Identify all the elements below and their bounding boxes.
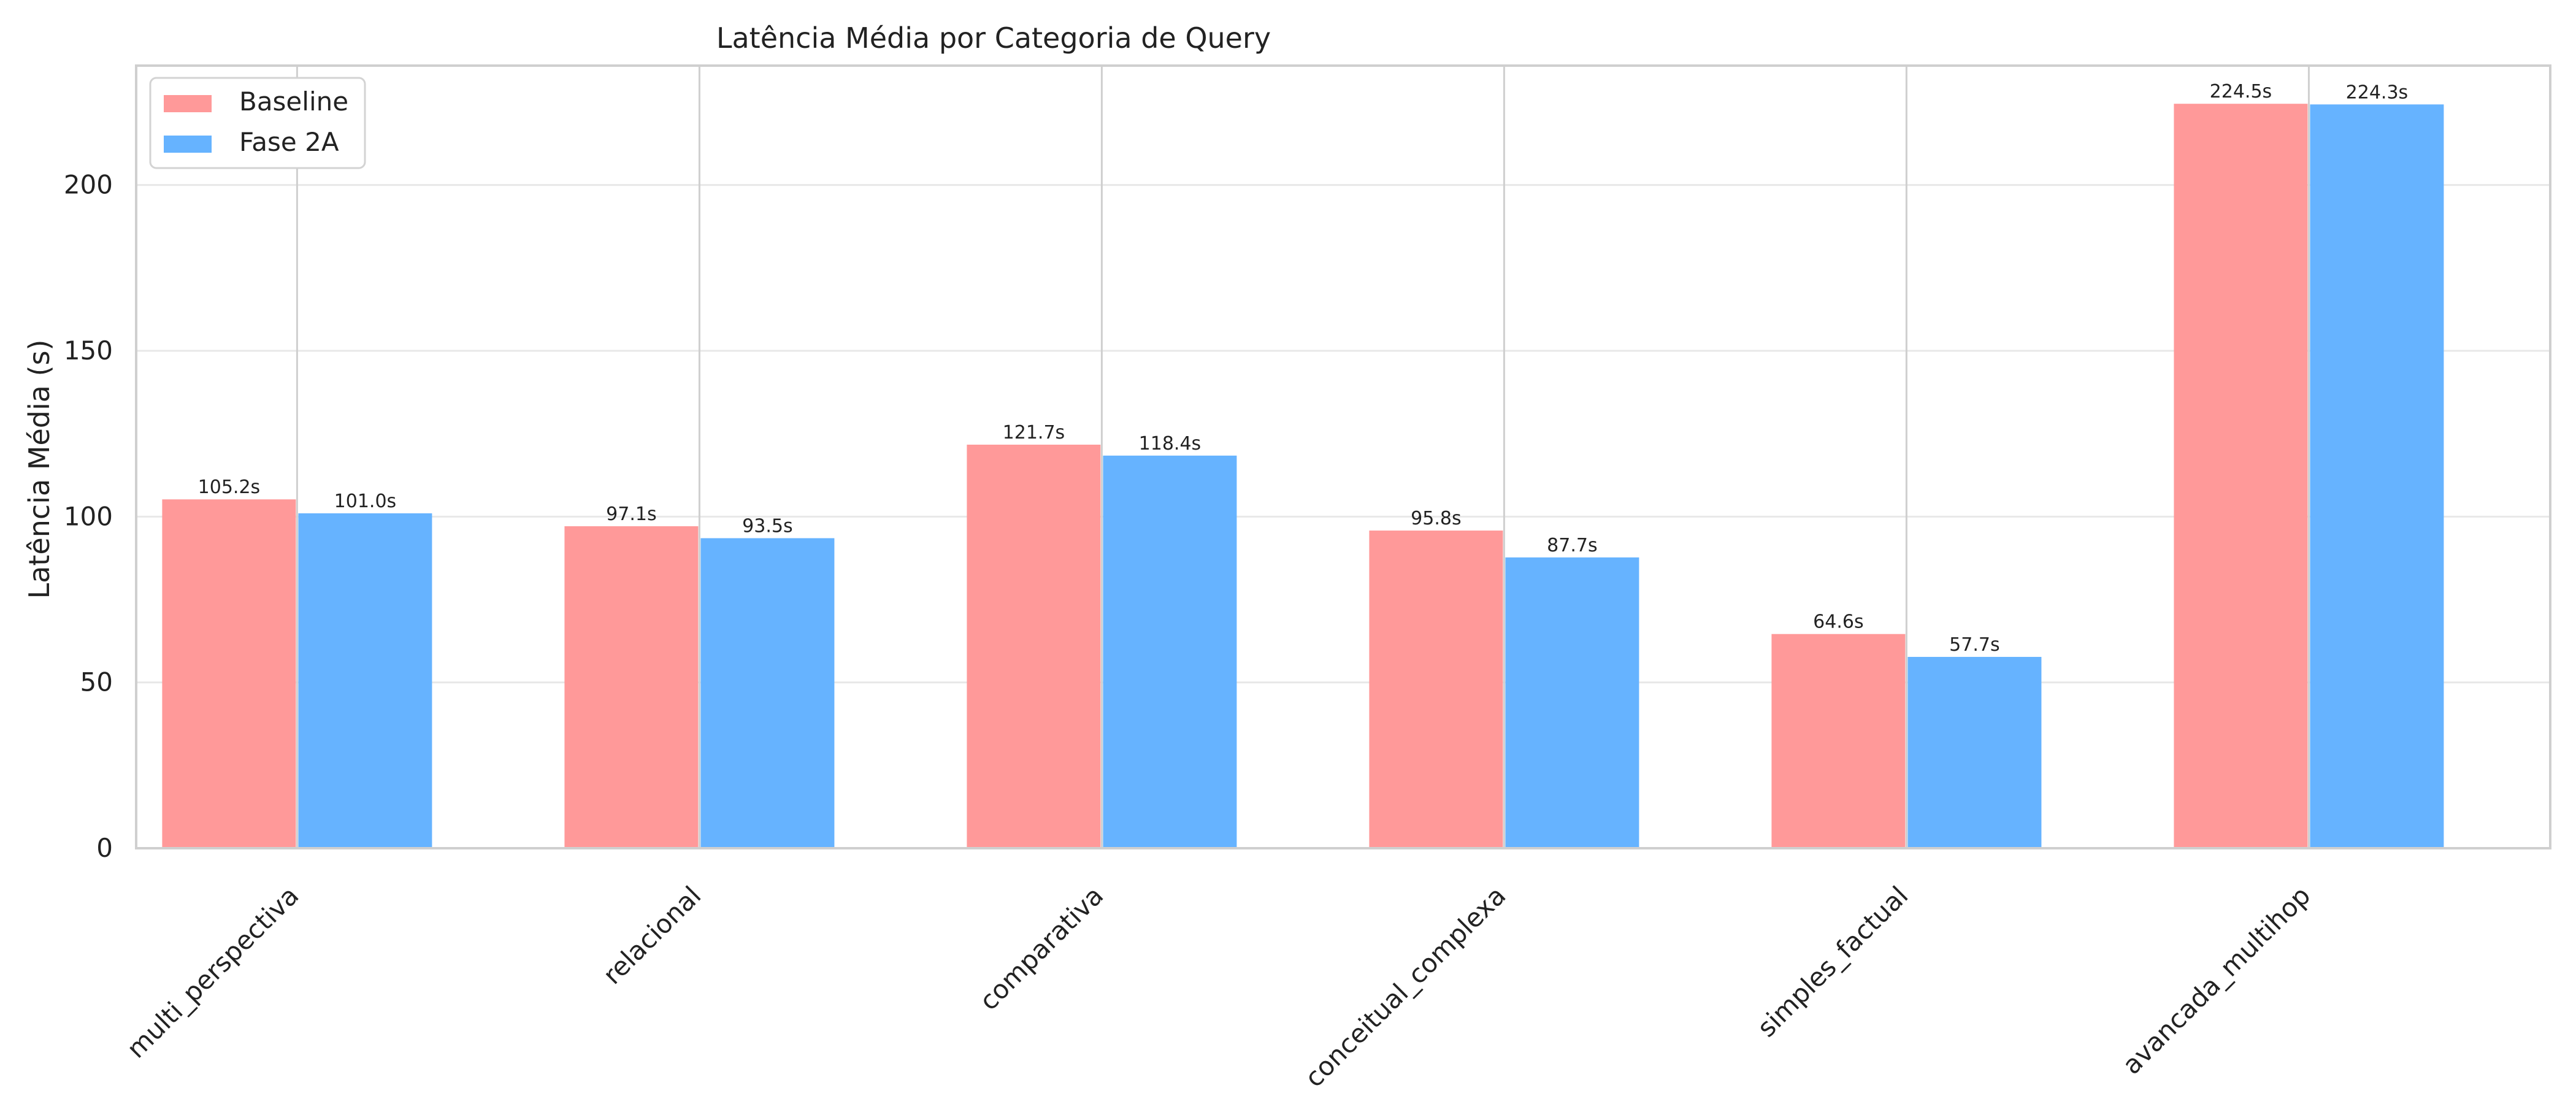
legend-swatch-baseline bbox=[164, 95, 212, 112]
bar-baseline-avancada_multihop bbox=[2174, 104, 2308, 848]
bar-baseline-conceitual_complexa bbox=[1369, 531, 1503, 848]
bar-value-label: 97.1s bbox=[606, 504, 656, 525]
bar-value-label: 57.7s bbox=[1949, 634, 1999, 656]
bar-value-label: 105.2s bbox=[198, 477, 261, 498]
chart-title: Latência Média por Categoria de Query bbox=[716, 21, 1271, 55]
y-tick-label: 200 bbox=[64, 170, 113, 200]
y-tick-label: 50 bbox=[80, 667, 113, 697]
bar-fase-2a-avancada_multihop bbox=[2310, 104, 2444, 849]
plot-border bbox=[135, 64, 2551, 849]
bar-value-label: 118.4s bbox=[1139, 433, 1202, 454]
bar-fase-2a-multi_perspectiva bbox=[298, 513, 432, 848]
legend-label: Fase 2A bbox=[239, 127, 339, 157]
bar-value-label: 224.5s bbox=[2210, 81, 2272, 102]
bar-value-label: 95.8s bbox=[1411, 508, 1461, 529]
y-tick-label: 150 bbox=[64, 335, 113, 366]
legend: Baseline Fase 2A bbox=[149, 77, 366, 169]
bar-value-label: 101.0s bbox=[334, 491, 397, 512]
y-tick-label: 100 bbox=[64, 501, 113, 531]
bar-value-label: 121.7s bbox=[1003, 422, 1065, 443]
legend-swatch-fase-2a bbox=[164, 136, 212, 153]
y-tick-label: 0 bbox=[96, 833, 113, 863]
y-axis-label: Latência Média (s) bbox=[23, 340, 56, 599]
bar-value-label: 224.3s bbox=[2346, 82, 2409, 103]
bar-value-label: 87.7s bbox=[1547, 535, 1597, 556]
bar-value-label: 64.6s bbox=[1813, 611, 1863, 633]
bar-fase-2a-conceitual_complexa bbox=[1505, 557, 1639, 848]
plot-background bbox=[136, 66, 2550, 848]
bar-baseline-multi_perspectiva bbox=[162, 499, 296, 848]
bar-fase-2a-relacional bbox=[700, 538, 835, 848]
bar-value-label: 93.5s bbox=[742, 515, 792, 537]
bar-fase-2a-comparativa bbox=[1103, 455, 1237, 848]
bar-fase-2a-simples_factual bbox=[1907, 657, 2042, 848]
bar-baseline-comparativa bbox=[967, 444, 1101, 848]
bar-baseline-simples_factual bbox=[1771, 634, 1906, 848]
bar-baseline-relacional bbox=[564, 526, 699, 848]
legend-label: Baseline bbox=[239, 86, 348, 117]
